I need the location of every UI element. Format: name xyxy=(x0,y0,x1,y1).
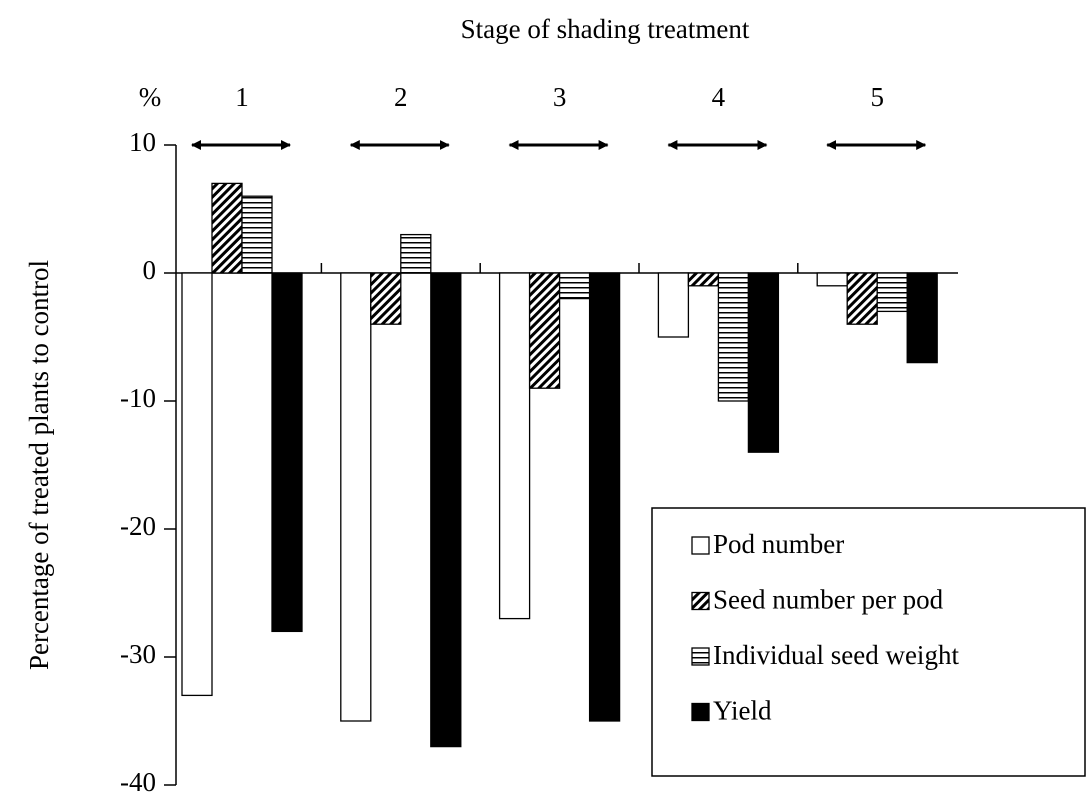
bar xyxy=(588,272,621,722)
bar xyxy=(747,272,780,453)
bar xyxy=(687,272,720,287)
legend-swatch xyxy=(691,591,710,611)
bar xyxy=(558,272,591,300)
bar xyxy=(846,272,878,325)
y-tick-label: -40 xyxy=(120,767,156,797)
legend-label: Yield xyxy=(713,696,772,726)
category-label: 4 xyxy=(712,82,726,112)
legend-label: Individual seed weight xyxy=(713,640,959,670)
bar xyxy=(181,272,213,697)
bar xyxy=(241,195,273,274)
legend-swatch xyxy=(691,647,710,666)
bar xyxy=(528,272,561,389)
y-tick-label: 0 xyxy=(143,255,157,285)
bar xyxy=(498,272,531,620)
y-tick-label: -20 xyxy=(120,511,156,541)
legend-swatch xyxy=(691,536,710,555)
bar xyxy=(340,272,372,722)
bar xyxy=(717,272,750,402)
bar xyxy=(906,272,938,364)
category-label: 2 xyxy=(394,82,408,112)
category-label: 1 xyxy=(235,82,249,112)
bar xyxy=(211,182,243,274)
y-axis-label: Percentage of treated plants to control xyxy=(24,260,54,670)
chart-title: Stage of shading treatment xyxy=(461,14,750,44)
bar xyxy=(657,272,690,338)
y-tick-label: -30 xyxy=(120,639,156,669)
legend-swatch xyxy=(691,702,710,722)
bar xyxy=(370,272,402,325)
bar xyxy=(271,272,303,633)
y-unit: % xyxy=(139,82,162,112)
y-tick-label: 10 xyxy=(129,127,156,157)
category-label: 3 xyxy=(553,82,567,112)
legend-box xyxy=(651,507,1086,777)
bar xyxy=(430,272,462,748)
category-label: 5 xyxy=(870,82,884,112)
y-tick-label: -10 xyxy=(120,383,156,413)
bar xyxy=(816,272,848,287)
bar xyxy=(400,233,432,274)
bar xyxy=(876,272,908,313)
legend-label: Seed number per pod xyxy=(713,585,944,615)
legend-label: Pod number xyxy=(713,529,844,559)
